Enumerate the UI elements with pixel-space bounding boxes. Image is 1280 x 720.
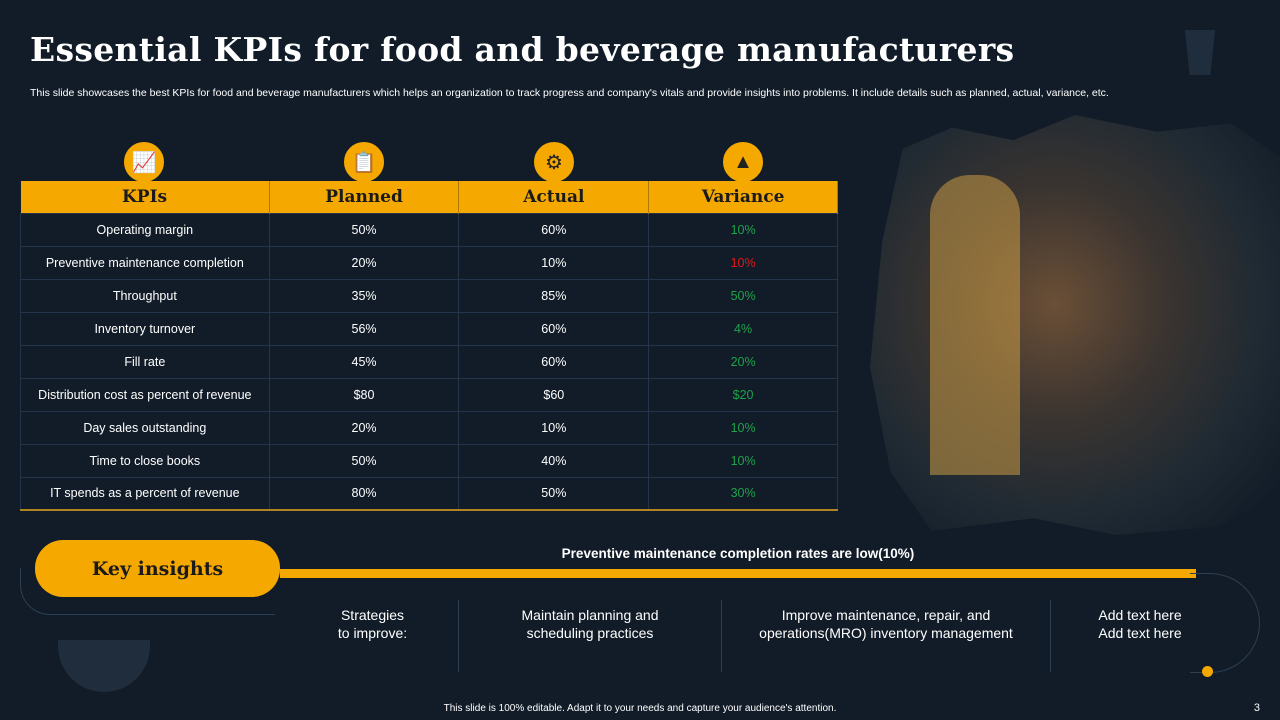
table-row: Time to close books 50% 40% 10% (20, 443, 838, 478)
divider (721, 600, 722, 672)
actual-value: 60% (458, 311, 650, 346)
header-kpis: KPIs (20, 181, 270, 213)
planned-value: 35% (268, 278, 460, 313)
variance-value: 4% (648, 311, 838, 346)
page-subtitle: This slide showcases the best KPIs for f… (30, 87, 1109, 99)
variance-value: 30% (648, 476, 838, 511)
key-insights-badge: Key insights (35, 540, 280, 597)
kpi-name: Time to close books (20, 443, 270, 478)
table-row: Operating margin 50% 60% 10% (20, 212, 838, 247)
kpi-table: KPIs Planned Actual Variance Operating m… (20, 181, 838, 511)
actual-value: $60 (458, 377, 650, 412)
planned-value: 56% (268, 311, 460, 346)
variance-value: 20% (648, 344, 838, 379)
variance-shapes-icon: ▲ (721, 140, 765, 184)
planned-value: 50% (268, 212, 460, 247)
table-row: Preventive maintenance completion 20% 10% 1… (20, 245, 838, 280)
kpi-name: Operating margin (20, 212, 270, 247)
planned-value: $80 (268, 377, 460, 412)
drink-cup-icon (1185, 30, 1215, 75)
kpi-name: Throughput (20, 278, 270, 313)
actual-value: 50% (458, 476, 650, 511)
insight-bar (280, 569, 1196, 578)
kpi-name: Day sales outstanding (20, 410, 270, 445)
strategy-item: Maintain planning and scheduling practic… (521, 607, 659, 641)
actual-value: 60% (458, 344, 650, 379)
planned-value: 80% (268, 476, 460, 511)
actual-value: 85% (458, 278, 650, 313)
variance-value: 10% (648, 212, 838, 247)
actual-stamp-icon: ⚙ (532, 140, 576, 184)
insight-headline: Preventive maintenance completion rates … (561, 546, 915, 561)
planned-value: 45% (268, 344, 460, 379)
chef-photo (870, 115, 1280, 535)
planned-value: 50% (268, 443, 460, 478)
planned-value: 20% (268, 245, 460, 280)
variance-value: 50% (648, 278, 838, 313)
page-title: Essential KPIs for food and beverage man… (30, 30, 1015, 69)
kpi-name: IT spends as a percent of revenue (20, 476, 270, 511)
kpi-name: Distribution cost as percent of revenue (20, 377, 270, 412)
strategy-item: Add text here Add text here (1098, 607, 1182, 641)
strategies-label: Strategies to improve: (337, 607, 408, 641)
table-row: IT spends as a percent of revenue 80% 50% 3… (20, 476, 838, 511)
variance-value: 10% (648, 410, 838, 445)
table-row: Distribution cost as percent of revenue $… (20, 377, 838, 412)
actual-value: 10% (458, 410, 650, 445)
variance-value: $20 (648, 377, 838, 412)
kpi-laptop-icon: 📈 (122, 140, 166, 184)
food-bowl-icon (58, 640, 150, 692)
planning-clipboard-icon: 📋 (342, 140, 386, 184)
table-row: Day sales outstanding 20% 10% 10% (20, 410, 838, 445)
table-row: Fill rate 45% 60% 20% (20, 344, 838, 379)
decorative-line (20, 568, 275, 615)
kpi-name: Preventive maintenance completion (20, 245, 270, 280)
actual-value: 40% (458, 443, 650, 478)
header-variance: Variance (648, 181, 838, 213)
chef-figure (930, 175, 1020, 475)
decorative-dot (1202, 666, 1213, 677)
planned-value: 20% (268, 410, 460, 445)
actual-value: 10% (458, 245, 650, 280)
kpi-name: Fill rate (20, 344, 270, 379)
actual-value: 60% (458, 212, 650, 247)
table-row: Inventory turnover 56% 60% 4% (20, 311, 838, 346)
variance-value: 10% (648, 443, 838, 478)
divider (1050, 600, 1051, 672)
divider (458, 600, 459, 672)
table-row: Throughput 35% 85% 50% (20, 278, 838, 313)
header-planned: Planned (269, 181, 460, 213)
kpi-name: Inventory turnover (20, 311, 270, 346)
strategy-item: Improve maintenance, repair, and operati… (759, 607, 1013, 641)
page-number: 3 (1253, 702, 1260, 714)
footer-note: This slide is 100% editable. Adapt it to… (443, 703, 837, 714)
variance-value: 10% (648, 245, 838, 280)
header-actual: Actual (458, 181, 650, 213)
